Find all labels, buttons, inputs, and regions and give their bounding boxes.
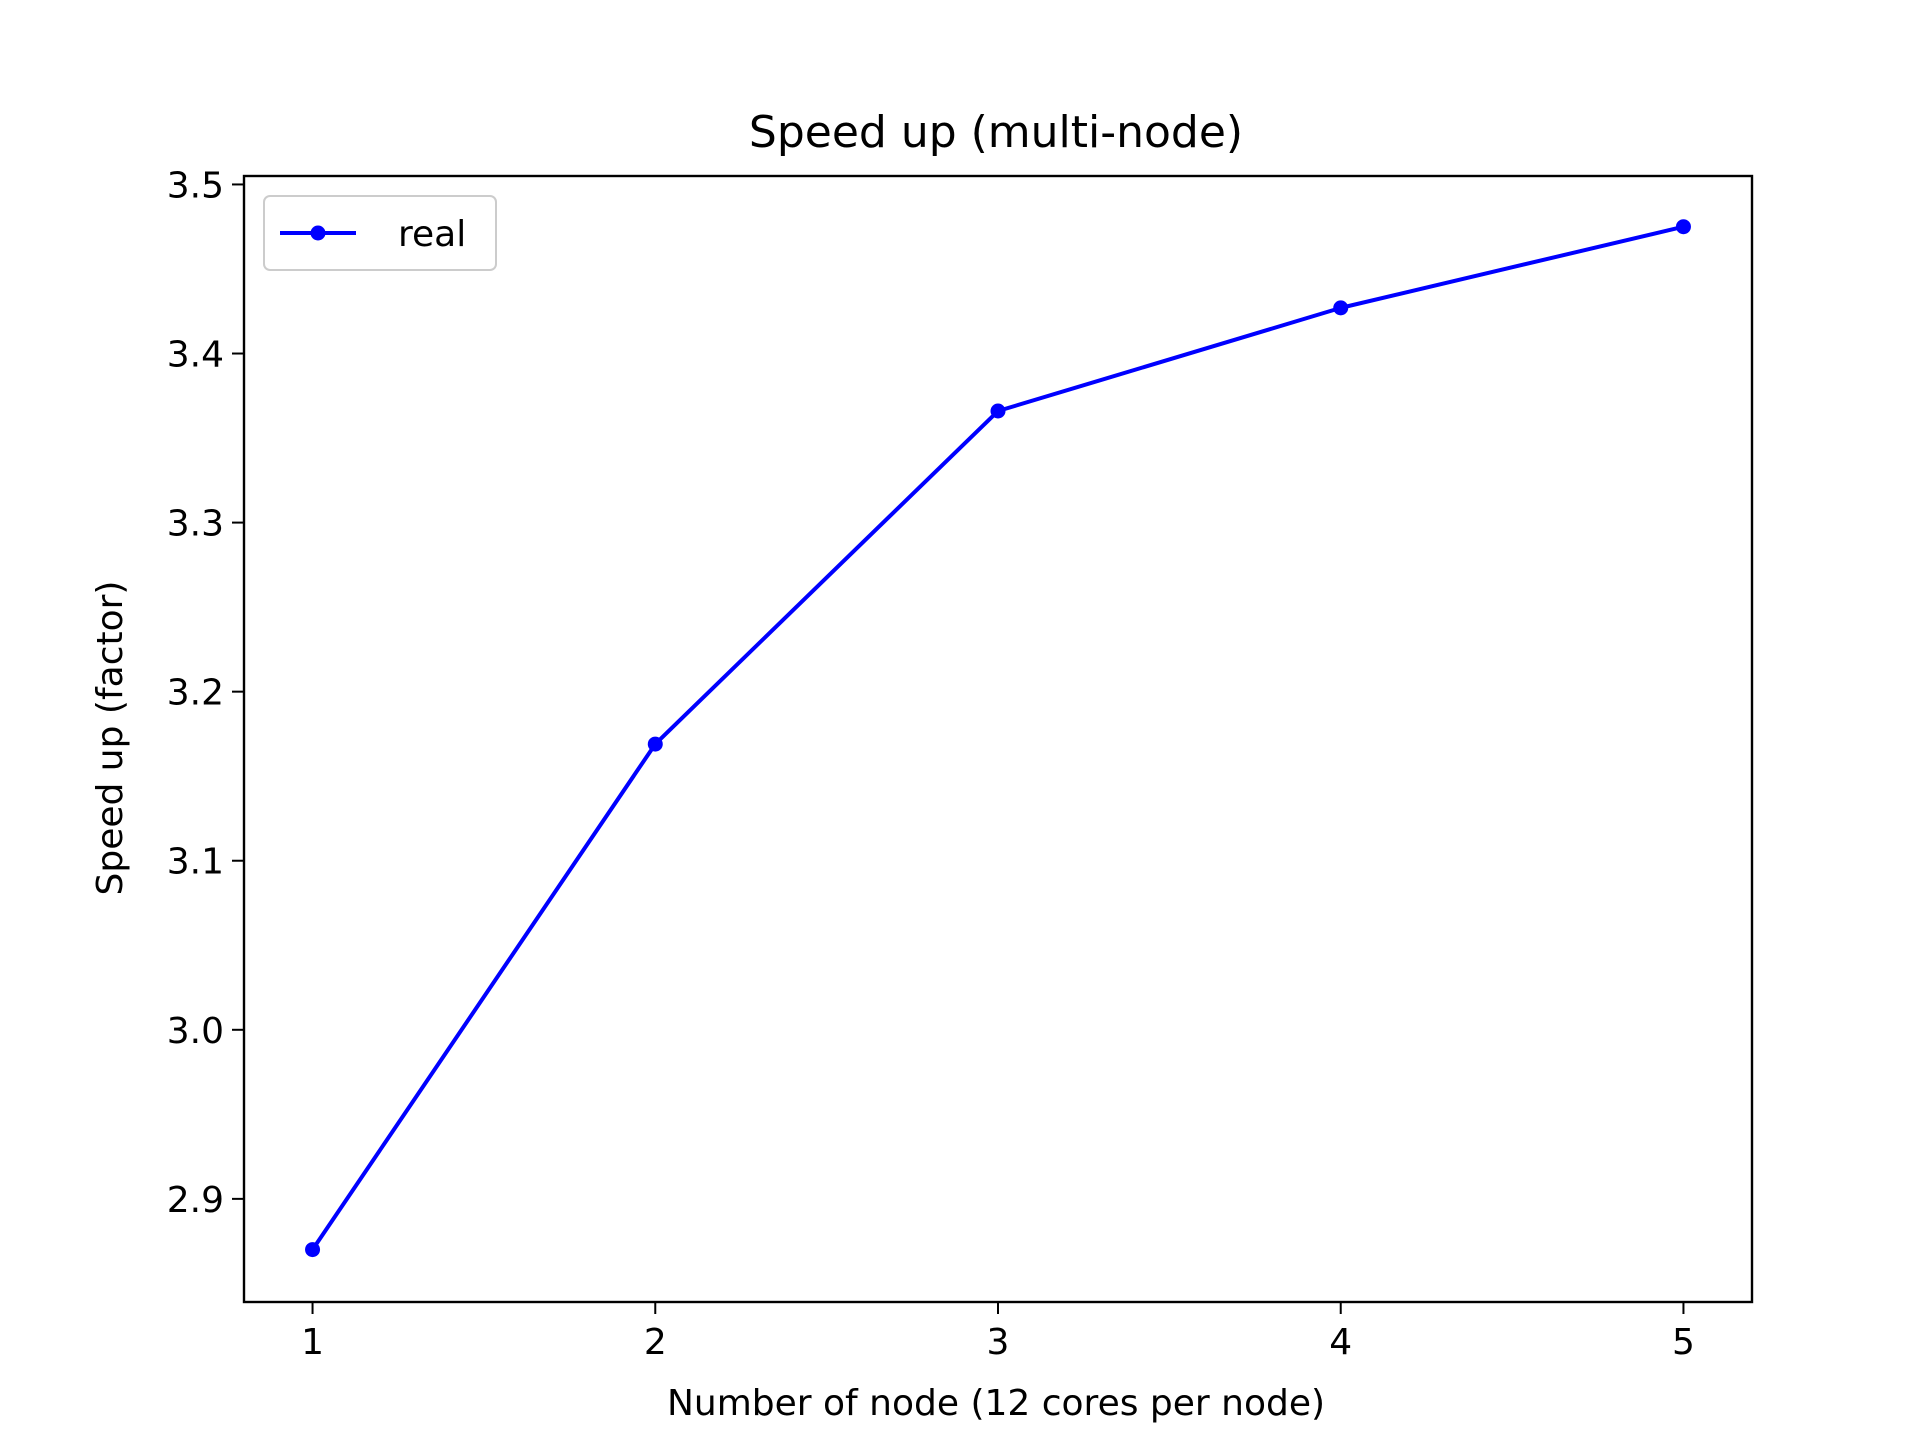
data-point [1675,219,1691,235]
y-tick-label: 3.5 [167,165,224,206]
legend-label: real [398,214,466,255]
legend-box [263,195,497,271]
y-axis-label: Speed up (factor) [90,581,131,896]
data-point [305,1242,321,1258]
x-tick-label: 5 [1672,1322,1695,1363]
y-tick-label: 3.2 [167,673,224,714]
data-point [1333,300,1349,316]
chart-title: Speed up (multi-node) [749,107,1243,158]
y-tick-label: 3.0 [167,1011,224,1052]
x-tick-label: 1 [301,1322,324,1363]
legend-marker-icon [310,225,326,241]
x-tick-label: 4 [1329,1322,1352,1363]
y-tick-label: 3.4 [167,335,224,376]
plot-area: 1 2 3 4 5 2.9 3.0 3.1 3.2 3.3 3.4 3.5 real [167,165,1754,1363]
x-axis-label: Number of node (12 cores per node) [667,1383,1325,1424]
y-tick-label: 3.1 [167,842,224,883]
y-tick-label: 2.9 [167,1180,224,1221]
data-point [990,403,1006,419]
data-point [647,736,663,752]
y-tick-label: 3.3 [167,504,224,545]
x-tick-label: 2 [644,1322,667,1363]
x-tick-label: 3 [987,1322,1010,1363]
